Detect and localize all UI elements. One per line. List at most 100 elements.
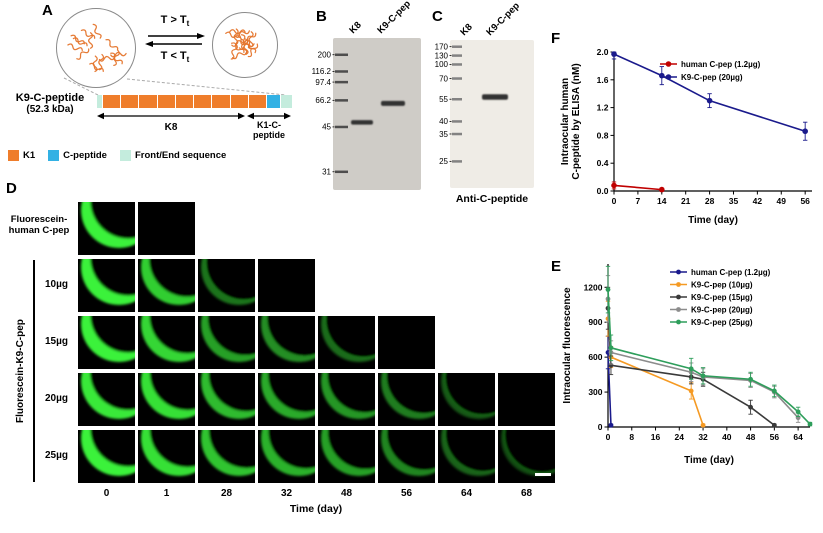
fluorescence-image	[78, 430, 135, 483]
fluorescence-image	[498, 430, 555, 483]
data-point	[771, 422, 777, 428]
eye-fluorescence-svg	[321, 430, 375, 476]
eye-fluorescence-svg	[81, 202, 135, 248]
y-tick-label: 900	[588, 317, 602, 327]
data-point	[605, 287, 611, 293]
scale-bar	[535, 473, 551, 476]
polymer-chain	[240, 34, 251, 49]
y-tick-label: 0.0	[597, 186, 609, 196]
data-point	[802, 128, 808, 135]
eye-fluorescence-svg	[261, 373, 315, 419]
temp-above-main: T > T	[160, 14, 187, 26]
eye-fluorescence-svg	[261, 430, 315, 476]
y-tick-label: 2.0	[597, 47, 609, 57]
polymer-chain	[67, 43, 83, 52]
polymer-squiggles-aggregated	[225, 28, 259, 60]
fluorescence-image	[258, 373, 315, 426]
eye-fluorescence-svg	[381, 373, 435, 419]
fluorescence-image	[138, 202, 195, 255]
dose-label: 15µg	[45, 336, 68, 347]
construct-bar	[97, 95, 293, 108]
x-tick-label: 42	[753, 196, 763, 206]
polymer-squiggles-soluble	[67, 23, 127, 73]
legend-item-2: Front/End sequence	[119, 150, 227, 161]
crescent-mask	[90, 259, 135, 296]
crescent-group	[201, 259, 255, 305]
fluorescence-image	[198, 316, 255, 369]
y-tick-label: 0.8	[597, 130, 609, 140]
time-tick-label: 28	[220, 488, 233, 499]
crescent-mask	[90, 430, 135, 467]
construct-name: K9-C-peptide	[15, 92, 85, 104]
construct-mass: (52.3 kDa)	[26, 104, 74, 115]
k8-span-label: K8	[164, 122, 178, 133]
x-axis-label: Time (day)	[688, 215, 738, 226]
series-line	[613, 53, 806, 132]
temp-below-sub: t	[186, 55, 190, 65]
soluble-state-circle	[56, 8, 136, 88]
y-axis-label: Intraocular human	[560, 78, 571, 165]
time-tick-label: 56	[400, 488, 413, 499]
series-line	[607, 352, 612, 426]
crescent-mask	[149, 373, 195, 411]
bar-segment	[248, 95, 266, 108]
x-tick-label: 0	[612, 196, 617, 206]
eye-fluorescence-svg	[381, 430, 435, 476]
crescent-mask	[90, 373, 135, 410]
crescent-mask	[90, 202, 135, 239]
crescent-mask	[205, 259, 255, 301]
lane-label: K9-C-pep	[484, 0, 522, 38]
eye-fluorescence-svg	[378, 316, 435, 369]
polymer-chain	[92, 23, 102, 39]
fluorescence-image	[318, 373, 375, 426]
ladder-band	[452, 77, 462, 80]
aggregated-state-circle	[212, 12, 278, 78]
bar-segment	[194, 95, 212, 108]
panel-d-label: D	[6, 180, 17, 197]
magnify-dash-lines	[63, 77, 287, 96]
ladder-band	[452, 120, 462, 123]
crescent-mask	[207, 316, 255, 356]
crescent-group	[81, 316, 135, 362]
crescent-group	[141, 430, 195, 476]
crescent-group	[441, 373, 495, 419]
marker-label: 45	[322, 123, 331, 132]
gel-body	[450, 40, 534, 188]
polymer-chain	[243, 32, 257, 44]
x-tick-label: 32	[698, 432, 708, 442]
ladder-band	[335, 80, 348, 84]
eye-fluorescence-svg	[81, 259, 135, 305]
crescent-mask	[149, 316, 195, 354]
fluorescence-image	[138, 430, 195, 483]
polymer-chain	[98, 53, 105, 71]
ladder-band	[452, 160, 462, 163]
bar-segment	[266, 95, 280, 108]
legend-entry: K9-C-pep (10µg)	[691, 281, 753, 290]
crescent-mask	[90, 316, 135, 353]
fluorescence-image	[438, 430, 495, 483]
marker-label: 116.2	[312, 67, 332, 76]
polymer-chain	[231, 42, 245, 54]
marker-label: 40	[439, 117, 448, 126]
fluorescence-image	[438, 373, 495, 426]
polymer-chain	[98, 55, 116, 62]
y-tick-label: 300	[588, 387, 602, 397]
row-label-human-c-pep: Fluorescein-human C-pep	[8, 214, 70, 236]
ladder-band	[452, 63, 462, 66]
fluorescence-image	[258, 316, 315, 369]
marker-label: 55	[439, 95, 448, 104]
fluorescence-image	[258, 259, 315, 312]
legend-label: Front/End sequence	[134, 150, 227, 161]
polymer-chain	[76, 48, 90, 60]
bar-segment	[280, 95, 292, 108]
ladder-band	[335, 125, 348, 129]
crescent-mask	[149, 259, 195, 297]
crescent-mask	[386, 373, 435, 414]
crescent-group	[261, 373, 315, 419]
marker-label: 35	[439, 130, 448, 139]
x-tick-label: 64	[793, 432, 803, 442]
circle-shape	[676, 307, 681, 312]
time-tick-label: 1	[163, 488, 170, 499]
x-tick-label: 56	[800, 196, 810, 206]
crescent-group	[261, 430, 315, 476]
